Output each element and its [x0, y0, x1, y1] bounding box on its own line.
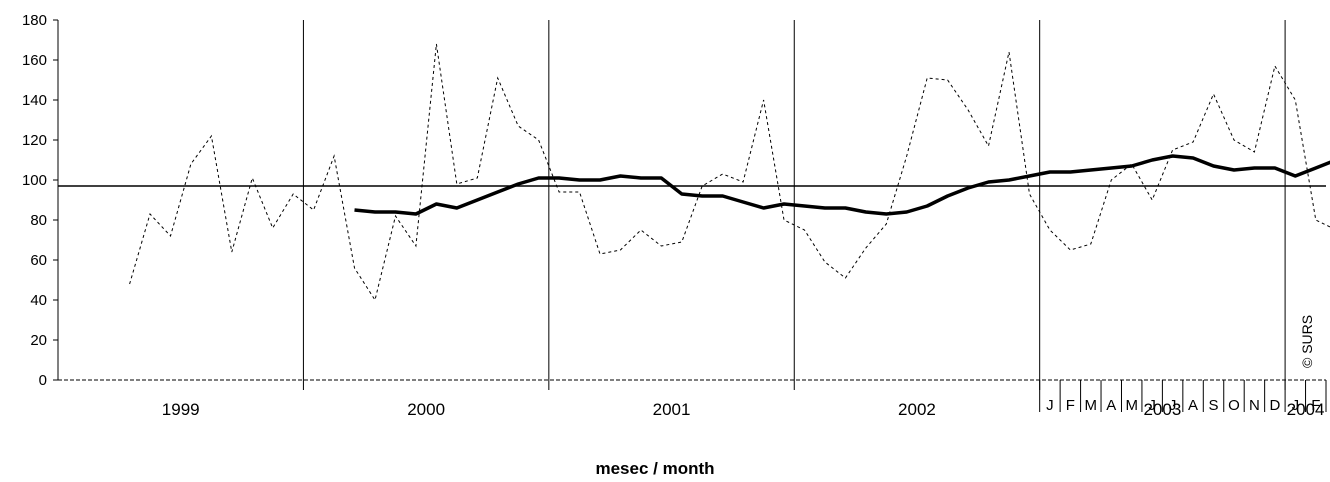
year-label: 2000 — [407, 400, 445, 419]
month-label: A — [1106, 397, 1116, 414]
year-label: 2003 — [1143, 400, 1181, 419]
series-line-solid — [354, 154, 1330, 216]
y-tick-label: 20 — [30, 332, 47, 349]
y-tick-label: 60 — [30, 252, 47, 269]
month-label: S — [1209, 397, 1219, 414]
month-label: M — [1085, 397, 1098, 414]
month-label: M — [1125, 397, 1138, 414]
y-tick-label: 100 — [22, 172, 47, 189]
y-tick-label: 0 — [39, 372, 47, 389]
y-axis: 0 20 40 60 80 100 120 140 160 180 — [22, 12, 59, 389]
y-tick-label: 160 — [22, 52, 47, 69]
year-label: 2001 — [653, 400, 691, 419]
month-label: F — [1066, 397, 1075, 414]
y-tick-label: 80 — [30, 212, 47, 229]
month-label: N — [1249, 397, 1260, 414]
y-tick-label: 180 — [22, 12, 47, 29]
month-label: J — [1292, 397, 1300, 414]
month-label: J — [1046, 397, 1054, 414]
year-label: 1999 — [162, 400, 200, 419]
watermark: © SURS — [1299, 315, 1315, 368]
x-axis-labels: 1999 2000 2001 2002 2003 2004 — [162, 400, 1325, 419]
y-tick-label: 120 — [22, 132, 47, 149]
month-label: D — [1269, 397, 1280, 414]
y-tick-label: 40 — [30, 292, 47, 309]
year-label: 2004 — [1287, 400, 1325, 419]
x-axis-title: mesec / month — [595, 459, 714, 478]
month-label: F — [1311, 397, 1320, 414]
month-label: J — [1169, 397, 1177, 414]
y-tick-label: 140 — [22, 92, 47, 109]
year-label: 2002 — [898, 400, 936, 419]
data-points — [130, 44, 1330, 300]
month-label: J — [1148, 397, 1156, 414]
series-line-dotted — [129, 43, 1330, 302]
month-label: A — [1188, 397, 1198, 414]
month-label: O — [1228, 397, 1240, 414]
